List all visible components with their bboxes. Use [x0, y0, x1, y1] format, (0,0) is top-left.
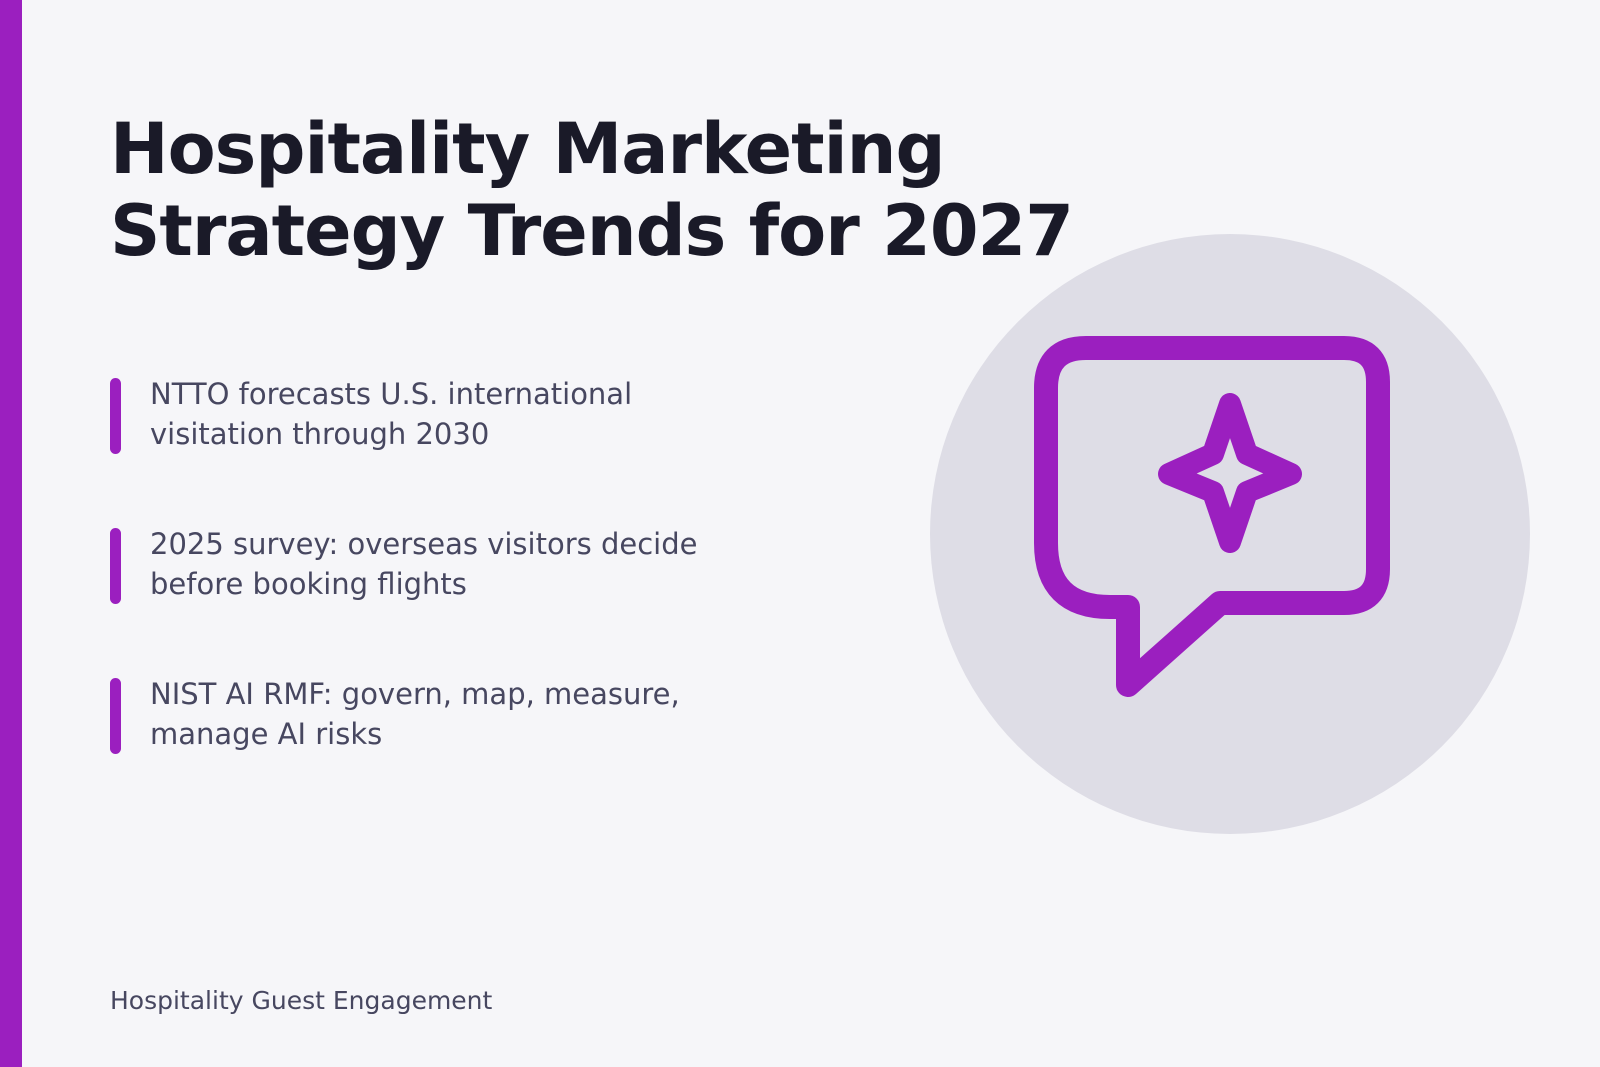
icon-circle: [930, 234, 1530, 834]
bullet-marker: [110, 528, 121, 604]
bullet-text: 2025 survey: overseas visitors decide be…: [150, 527, 698, 601]
page-title: Hospitality Marketing Strategy Trends fo…: [110, 108, 1074, 272]
list-item: NTTO forecasts U.S. international visita…: [110, 377, 750, 454]
chat-bubble-sparkle-icon: [1034, 336, 1390, 697]
bullet-text: NTTO forecasts U.S. international visita…: [150, 377, 633, 451]
left-accent-bar: [0, 0, 22, 1067]
list-item: 2025 survey: overseas visitors decide be…: [110, 527, 750, 604]
bullet-list: NTTO forecasts U.S. international visita…: [110, 377, 750, 828]
footer-label: Hospitality Guest Engagement: [110, 986, 493, 1015]
bullet-text: NIST AI RMF: govern, map, measure, manag…: [150, 677, 680, 751]
bullet-marker: [110, 678, 121, 754]
list-item: NIST AI RMF: govern, map, measure, manag…: [110, 677, 750, 754]
bullet-marker: [110, 378, 121, 454]
